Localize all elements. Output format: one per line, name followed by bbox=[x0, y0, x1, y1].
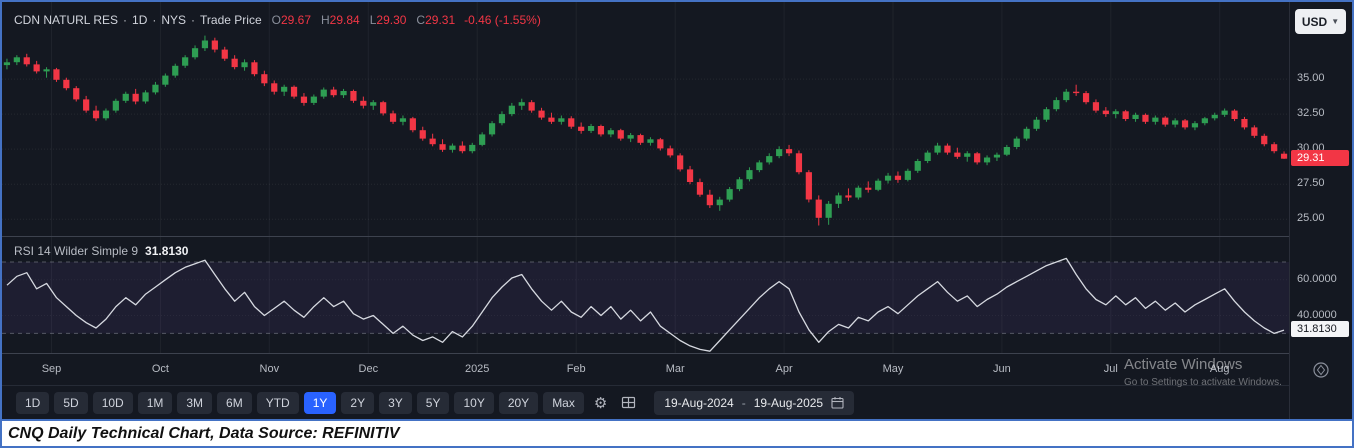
range-button-max[interactable]: Max bbox=[543, 391, 584, 414]
range-button-10d[interactable]: 10D bbox=[92, 391, 133, 414]
pane-divider[interactable] bbox=[2, 236, 1289, 237]
globe-icon[interactable] bbox=[1312, 361, 1330, 379]
range-button-5d[interactable]: 5D bbox=[54, 391, 88, 414]
time-axis-label-apr: Apr bbox=[775, 363, 793, 375]
trading-chart: CDN NATURL RES · 1D · NYS · Trade Price O29.67 H… bbox=[2, 2, 1352, 421]
high-label: H bbox=[321, 13, 330, 27]
close-value: 29.31 bbox=[425, 13, 456, 27]
separator-dot: · bbox=[123, 13, 128, 27]
figure-caption: CNQ Daily Technical Chart, Data Source: … bbox=[8, 424, 400, 442]
low-label: L bbox=[369, 13, 377, 27]
time-axis-label-jul: Jul bbox=[1103, 363, 1118, 375]
date-separator: - bbox=[741, 395, 746, 410]
price-axis-tick: 25.00 bbox=[1297, 212, 1325, 224]
settings-gear-icon[interactable]: ⚙ bbox=[590, 392, 611, 414]
range-button-5y[interactable]: 5Y bbox=[416, 391, 450, 414]
rsi-legend: RSI 14 Wilder Simple 9 31.8130 bbox=[14, 244, 188, 258]
time-axis-label-oct: Oct bbox=[151, 363, 169, 375]
time-axis-label-nov: Nov bbox=[259, 363, 280, 375]
rsi-axis-tick: 60.0000 bbox=[1297, 273, 1337, 285]
currency-dropdown[interactable]: USD ▼ bbox=[1295, 9, 1346, 34]
time-axis-label-dec: Dec bbox=[358, 363, 379, 375]
date-from: 19-Aug-2024 bbox=[664, 395, 734, 410]
close-label: C bbox=[416, 13, 426, 27]
time-axis-label-jun: Jun bbox=[993, 363, 1011, 375]
date-to: 19-Aug-2025 bbox=[753, 395, 824, 410]
pane-divider[interactable] bbox=[2, 353, 1289, 354]
time-axis-label-2025: 2025 bbox=[464, 363, 490, 375]
open-value: 29.67 bbox=[280, 13, 311, 27]
price-axis-tick: 32.50 bbox=[1297, 107, 1325, 119]
range-button-1m[interactable]: 1M bbox=[137, 391, 173, 414]
open-label: O bbox=[271, 13, 281, 27]
price-axis-tick: 27.50 bbox=[1297, 177, 1325, 189]
price-axis-tick: 35.00 bbox=[1297, 72, 1325, 84]
candlestick-chart[interactable] bbox=[2, 2, 1289, 236]
calendar-icon bbox=[831, 397, 844, 409]
interval-label: 1D bbox=[132, 13, 148, 27]
price-legend: CDN NATURL RES · 1D · NYS · Trade Price O29.67 H… bbox=[14, 13, 541, 27]
time-axis[interactable]: Sep Oct Nov Dec 2025 Feb Mar Apr May Jun Jul Aug bbox=[2, 354, 1289, 385]
time-axis-label-sep: Sep bbox=[41, 363, 62, 375]
grid-glyph bbox=[622, 396, 636, 409]
last-price-label: 29.31 bbox=[1291, 150, 1349, 166]
price-pane[interactable]: CDN NATURL RES · 1D · NYS · Trade Price O29.67 H… bbox=[2, 2, 1289, 236]
rsi-axis-tick: 40.0000 bbox=[1297, 309, 1337, 321]
range-button-2y[interactable]: 2Y bbox=[341, 391, 375, 414]
chart-main-column: CDN NATURL RES · 1D · NYS · Trade Price O29.67 H… bbox=[2, 2, 1289, 419]
low-value: 29.30 bbox=[376, 13, 407, 27]
range-button-1y[interactable]: 1Y bbox=[303, 391, 337, 414]
price-axis-column[interactable]: USD ▼ 35.00 32.50 30.00 27.50 25.00 60.0000 40… bbox=[1289, 2, 1352, 419]
rsi-chart[interactable] bbox=[2, 237, 1289, 353]
range-button-1d[interactable]: 1D bbox=[16, 391, 50, 414]
rsi-legend-value: 31.8130 bbox=[145, 244, 189, 258]
rsi-legend-label: RSI 14 Wilder Simple 9 bbox=[14, 244, 139, 258]
range-button-ytd[interactable]: YTD bbox=[256, 391, 299, 414]
time-axis-label-aug: Aug bbox=[1209, 363, 1230, 375]
separator-dot: · bbox=[191, 13, 196, 27]
range-buttons: 1D 5D 10D 1M 3M 6M YTD 1Y 2Y 3Y 5Y 10Y 20Y Max bbox=[16, 391, 584, 414]
time-axis-label-feb: Feb bbox=[566, 363, 586, 375]
data-grid-icon[interactable] bbox=[617, 392, 640, 414]
rsi-last-value-label: 31.8130 bbox=[1291, 321, 1349, 337]
toolbar: 1D 5D 10D 1M 3M 6M YTD 1Y 2Y 3Y 5Y 10Y 20Y Max ⚙ 19-A… bbox=[2, 385, 1289, 419]
time-axis-label-mar: Mar bbox=[665, 363, 685, 375]
price-type-label: Trade Price bbox=[200, 13, 262, 27]
range-button-3y[interactable]: 3Y bbox=[379, 391, 412, 414]
change-value: -0.46 (-1.55%) bbox=[464, 13, 541, 27]
time-axis-label-may: May bbox=[882, 363, 904, 375]
rsi-pane[interactable]: RSI 14 Wilder Simple 9 31.8130 bbox=[2, 237, 1289, 353]
date-range-picker[interactable]: 19-Aug-2024 - 19-Aug-2025 bbox=[654, 390, 855, 415]
range-button-10y[interactable]: 10Y bbox=[454, 391, 494, 414]
separator-dot: · bbox=[152, 13, 157, 27]
currency-label: USD bbox=[1301, 14, 1328, 29]
high-value: 29.84 bbox=[329, 13, 360, 27]
range-button-6m[interactable]: 6M bbox=[217, 391, 252, 414]
caption-row: CNQ Daily Technical Chart, Data Source: … bbox=[2, 421, 1352, 446]
symbol-name: CDN NATURL RES bbox=[14, 13, 119, 27]
range-button-3m[interactable]: 3M bbox=[177, 391, 213, 414]
chevron-down-icon: ▼ bbox=[1331, 17, 1340, 26]
exchange-label: NYS bbox=[161, 13, 187, 27]
range-button-20y[interactable]: 20Y bbox=[498, 391, 539, 414]
